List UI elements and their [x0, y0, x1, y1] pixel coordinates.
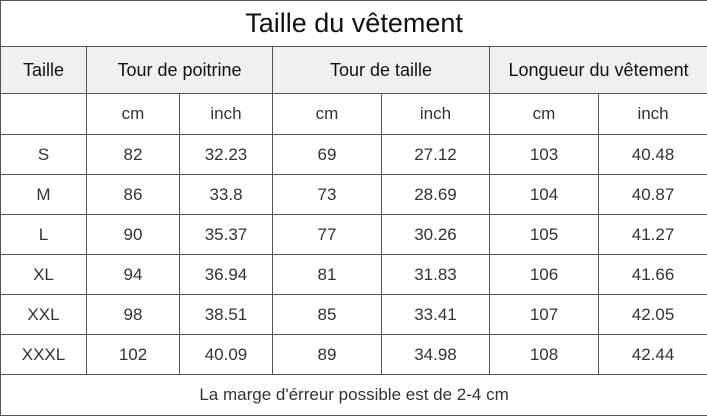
value-cell: 32.23 — [180, 135, 273, 175]
value-cell: 98 — [87, 295, 180, 335]
value-cell: 85 — [273, 295, 382, 335]
value-cell: 35.37 — [180, 215, 273, 255]
tolerance-note: La marge d'érreur possible est de 2-4 cm — [1, 375, 707, 416]
value-cell: 103 — [490, 135, 599, 175]
size-label: XL — [1, 255, 87, 295]
value-cell: 102 — [87, 335, 180, 375]
size-label: S — [1, 135, 87, 175]
header-chest: Tour de poitrine — [87, 47, 273, 94]
table-row: L 90 35.37 77 30.26 105 41.27 — [1, 215, 707, 255]
value-cell: 33.8 — [180, 175, 273, 215]
value-cell: 90 — [87, 215, 180, 255]
value-cell: 41.66 — [599, 255, 707, 295]
unit-blank — [1, 94, 87, 135]
unit-cell: cm — [273, 94, 382, 135]
value-cell: 94 — [87, 255, 180, 295]
table-row: XXL 98 38.51 85 33.41 107 42.05 — [1, 295, 707, 335]
value-cell: 108 — [490, 335, 599, 375]
size-label: XXL — [1, 295, 87, 335]
size-label: L — [1, 215, 87, 255]
size-label: M — [1, 175, 87, 215]
value-cell: 40.87 — [599, 175, 707, 215]
chart-title: Taille du vêtement — [1, 1, 707, 47]
value-cell: 77 — [273, 215, 382, 255]
table-row: S 82 32.23 69 27.12 103 40.48 — [1, 135, 707, 175]
value-cell: 69 — [273, 135, 382, 175]
unit-cell: cm — [490, 94, 599, 135]
value-cell: 106 — [490, 255, 599, 295]
value-cell: 41.27 — [599, 215, 707, 255]
header-length: Longueur du vêtement — [490, 47, 707, 94]
unit-cell: inch — [382, 94, 490, 135]
value-cell: 104 — [490, 175, 599, 215]
value-cell: 73 — [273, 175, 382, 215]
value-cell: 38.51 — [180, 295, 273, 335]
value-cell: 89 — [273, 335, 382, 375]
value-cell: 31.83 — [382, 255, 490, 295]
value-cell: 34.98 — [382, 335, 490, 375]
header-size: Taille — [1, 47, 87, 94]
value-cell: 42.44 — [599, 335, 707, 375]
header-waist: Tour de taille — [273, 47, 490, 94]
unit-cell: inch — [599, 94, 707, 135]
value-cell: 28.69 — [382, 175, 490, 215]
value-cell: 40.09 — [180, 335, 273, 375]
value-cell: 30.26 — [382, 215, 490, 255]
table-row: XXXL 102 40.09 89 34.98 108 42.44 — [1, 335, 707, 375]
table-row: XL 94 36.94 81 31.83 106 41.66 — [1, 255, 707, 295]
value-cell: 81 — [273, 255, 382, 295]
value-cell: 40.48 — [599, 135, 707, 175]
value-cell: 27.12 — [382, 135, 490, 175]
unit-cell: cm — [87, 94, 180, 135]
value-cell: 82 — [87, 135, 180, 175]
size-label: XXXL — [1, 335, 87, 375]
value-cell: 36.94 — [180, 255, 273, 295]
value-cell: 33.41 — [382, 295, 490, 335]
value-cell: 107 — [490, 295, 599, 335]
value-cell: 42.05 — [599, 295, 707, 335]
value-cell: 86 — [87, 175, 180, 215]
table-row: M 86 33.8 73 28.69 104 40.87 — [1, 175, 707, 215]
value-cell: 105 — [490, 215, 599, 255]
unit-cell: inch — [180, 94, 273, 135]
